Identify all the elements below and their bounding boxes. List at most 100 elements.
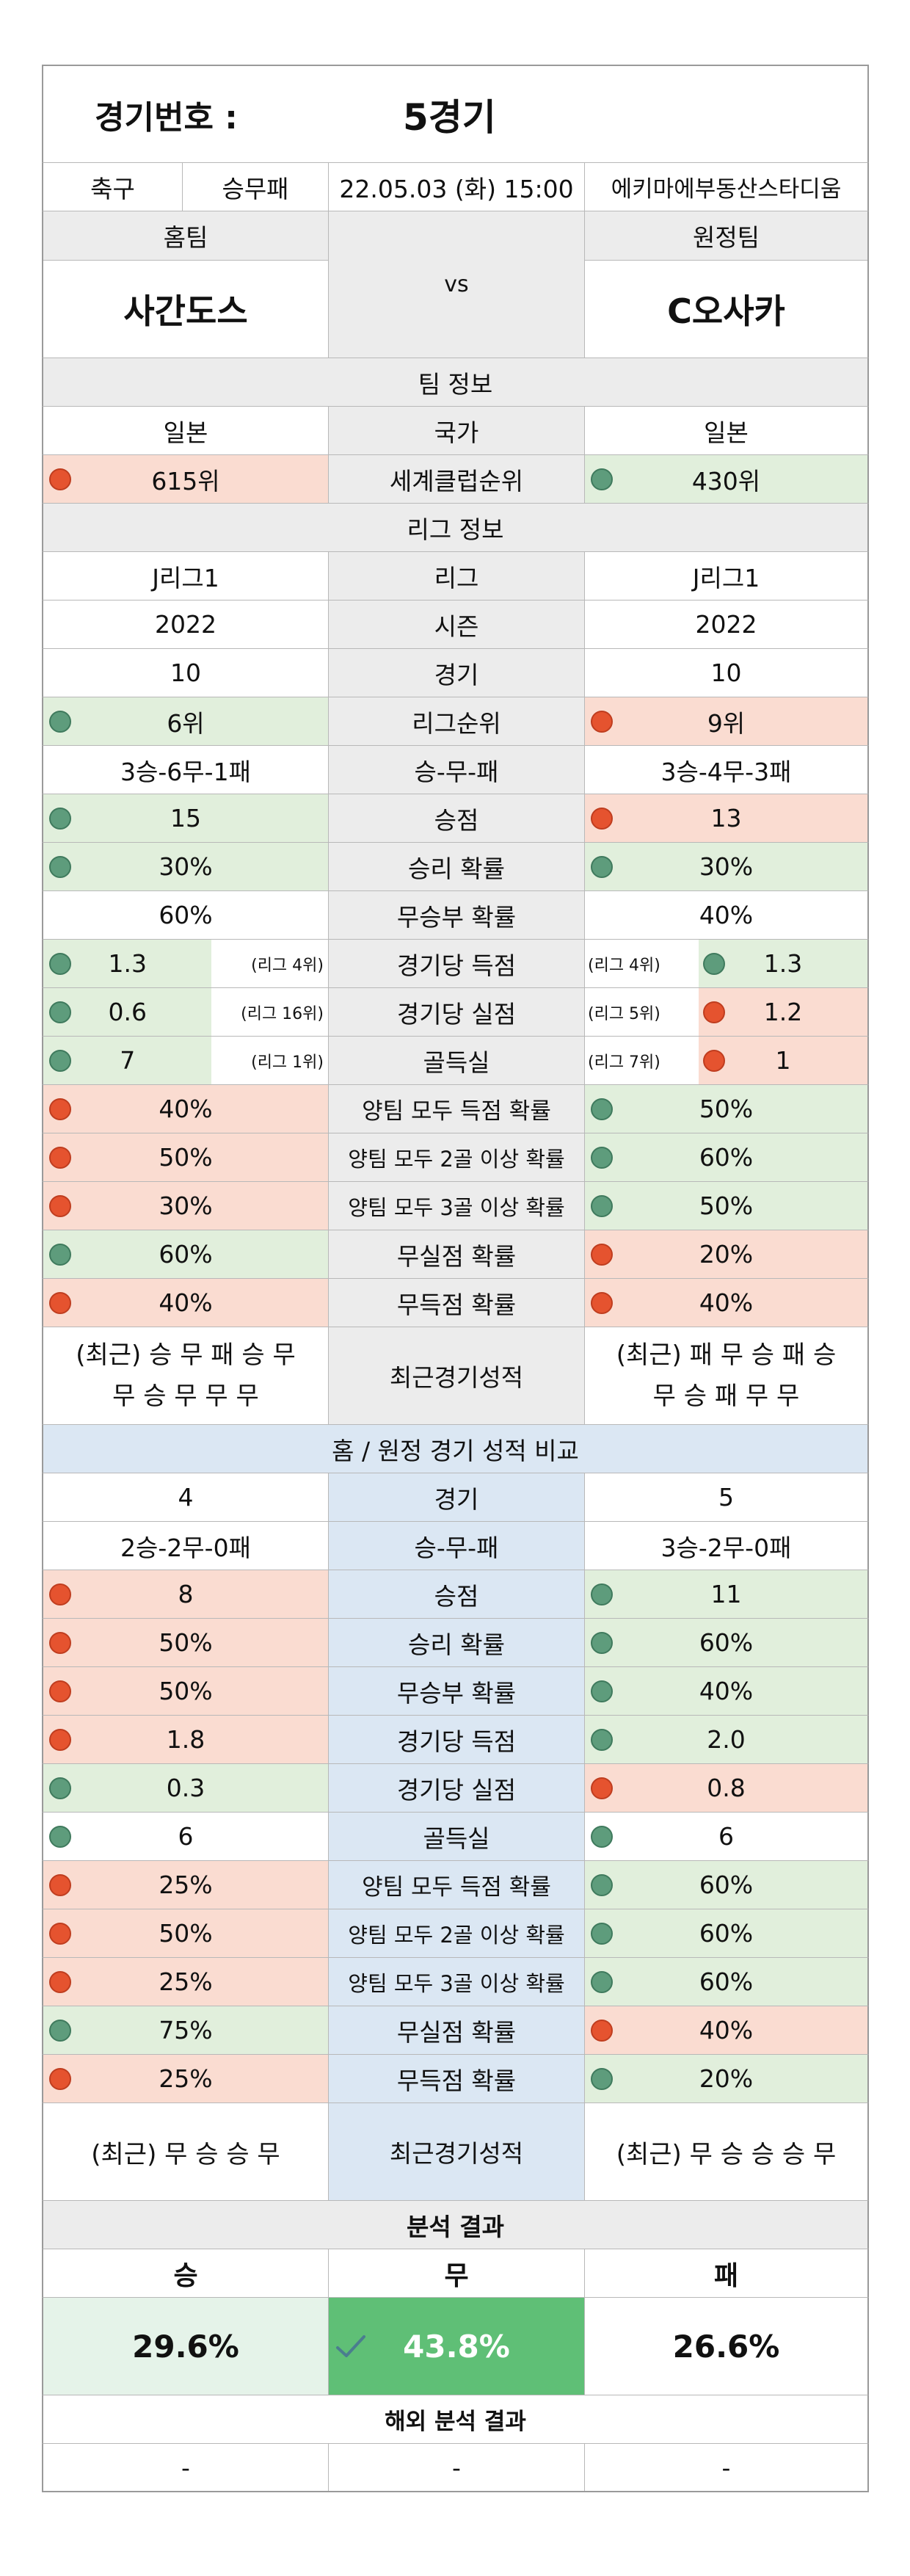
away-value: 40% <box>699 2016 754 2045</box>
stat-row: 0.3 경기당 실점 0.8 <box>42 1764 869 1813</box>
home-value: 3승-6무-1패 <box>43 746 329 794</box>
stat-row: 50% 양팀 모두 2골 이상 확률 60% <box>42 1909 869 1958</box>
indicator-dot-red <box>49 1291 71 1314</box>
away-recent-line1: (최근) 패 무 승 패 승 <box>616 1340 837 1370</box>
stat-row: 50% 무승부 확률 40% <box>42 1667 869 1716</box>
away-value: 1 <box>775 1046 791 1075</box>
home-league-rank: (리그 1위) <box>211 1037 328 1084</box>
indicator-dot-red <box>591 2019 613 2042</box>
section-title: 분석 결과 <box>43 2201 867 2249</box>
home-value-cell: 50% <box>43 1909 329 1957</box>
away-value-cell: (리그 7위) 1 <box>585 1037 867 1084</box>
indicator-dot-green <box>591 1146 613 1169</box>
result-values-row: 29.6% 43.8% 26.6% <box>42 2298 869 2395</box>
away-value-cell: 6 <box>585 1813 867 1860</box>
venue-cell: 에키마에부동산스타디움 <box>611 176 842 203</box>
stat-row: 2022 시즌 2022 <box>42 601 869 649</box>
away-value-cell: 60% <box>585 1133 867 1181</box>
home-value: 일본 <box>43 407 329 454</box>
indicator-dot-green <box>49 1777 71 1799</box>
home-value-cell: 30% <box>43 843 329 890</box>
teams-block: 홈팀 사간도스 vs 원정팀 C오사카 <box>42 211 869 358</box>
away-value: 11 <box>710 1580 742 1608</box>
indicator-dot-green <box>591 855 613 878</box>
indicator-dot-green <box>49 1825 71 1848</box>
home-value-cell: 6위 <box>43 697 329 745</box>
away-value: 13 <box>710 804 742 832</box>
indicator-dot-red <box>49 468 71 490</box>
indicator-dot-red <box>591 710 613 733</box>
home-value-cell: 25% <box>43 2055 329 2102</box>
away-value-cell: 60% <box>585 1861 867 1909</box>
home-value-cell: 50% <box>43 1619 329 1666</box>
draw-probability-cell: 43.8% <box>329 2298 585 2395</box>
stat-label: 리그 <box>329 552 585 600</box>
stat-label: 경기당 실점 <box>329 988 585 1036</box>
away-value-cell: 20% <box>585 1230 867 1278</box>
stat-label: 경기 <box>329 1473 585 1521</box>
stat-label: 승-무-패 <box>329 1522 585 1570</box>
away-value: 50% <box>699 1191 754 1220</box>
home-value: 25% <box>159 1871 213 1899</box>
vs-label: vs <box>329 211 585 358</box>
away-value: J리그1 <box>692 563 760 592</box>
stat-row: 1.3 (리그 4위) 경기당 득점 (리그 4위) 1.3 <box>42 940 869 988</box>
indicator-dot-green <box>591 1631 613 1654</box>
stat-row: 40% 무득점 확률 40% <box>42 1279 869 1327</box>
section-team-info: 팀 정보 <box>42 358 869 407</box>
stat-row: 30% 승리 확률 30% <box>42 843 869 891</box>
away-value: 60% <box>699 1919 754 1948</box>
home-recent: (최근) 무 승 승 무 <box>43 2103 329 2200</box>
home-value-cell: 8 <box>43 1570 329 1618</box>
indicator-dot-green <box>49 807 71 830</box>
home-recent-line1: (최근) 승 무 패 승 무 <box>76 1340 296 1370</box>
home-league-rank: (리그 16위) <box>211 988 328 1036</box>
away-league-rank: (리그 7위) <box>585 1037 699 1084</box>
away-value: 40% <box>699 1288 754 1317</box>
section-overseas: 해외 분석 결과 <box>42 2395 869 2444</box>
away-value-cell: 60% <box>585 1909 867 1957</box>
stat-label: 승리 확률 <box>329 1619 585 1666</box>
home-value: 30% <box>159 1191 213 1220</box>
stat-row: 50% 양팀 모두 2골 이상 확률 60% <box>42 1133 869 1182</box>
home-value: 6위 <box>167 708 205 738</box>
home-value: J리그1 <box>43 552 329 600</box>
section-analysis: 분석 결과 <box>42 2201 869 2249</box>
away-value-cell: 13 <box>585 794 867 842</box>
overseas-draw: - <box>329 2444 585 2491</box>
away-value-cell: (리그 4위) 1.3 <box>585 940 867 987</box>
home-value: 25% <box>159 1967 213 1996</box>
home-value: 30% <box>159 852 213 881</box>
away-value-cell: (리그 5위) 1.2 <box>585 988 867 1036</box>
home-value: 8 <box>178 1580 194 1608</box>
away-value: 20% <box>699 1240 754 1269</box>
indicator-dot-red <box>49 1728 71 1751</box>
stat-row: 25% 양팀 모두 득점 확률 60% <box>42 1861 869 1909</box>
indicator-dot-red <box>49 1680 71 1702</box>
home-value-cell: 0.6 (리그 16위) <box>43 988 329 1036</box>
away-value: 60% <box>699 1967 754 1996</box>
away-value: 50% <box>699 1095 754 1123</box>
home-value: 0.3 <box>166 1774 205 1802</box>
away-value-cell: 0.8 <box>585 1764 867 1812</box>
stat-label: 골득실 <box>329 1813 585 1860</box>
away-value-cell: 2.0 <box>585 1716 867 1763</box>
home-value-cell: 30% <box>43 1182 329 1230</box>
home-league-rank: (리그 4위) <box>211 940 328 987</box>
draw-label: 무 <box>329 2249 585 2297</box>
indicator-dot-green <box>591 1728 613 1751</box>
home-value: 2022 <box>43 601 329 648</box>
home-value: 615위 <box>151 466 220 496</box>
stat-row: 7 (리그 1위) 골득실 (리그 7위) 1 <box>42 1037 869 1085</box>
stat-label: 양팀 모두 득점 확률 <box>329 1861 585 1909</box>
stat-row: 3승-6무-1패 승-무-패 3승-4무-3패 <box>42 746 869 794</box>
home-value: 25% <box>159 2064 213 2093</box>
home-value-cell: 7 (리그 1위) <box>43 1037 329 1084</box>
stat-row: 6 골득실 6 <box>42 1813 869 1861</box>
indicator-dot-green <box>49 1049 71 1072</box>
draw-probability: 43.8% <box>403 2328 510 2365</box>
home-value: 40% <box>159 1288 213 1317</box>
stat-label: 세계클럽순위 <box>329 455 585 503</box>
away-league-rank: (리그 4위) <box>585 940 699 987</box>
away-value-cell: 40% <box>585 2006 867 2054</box>
